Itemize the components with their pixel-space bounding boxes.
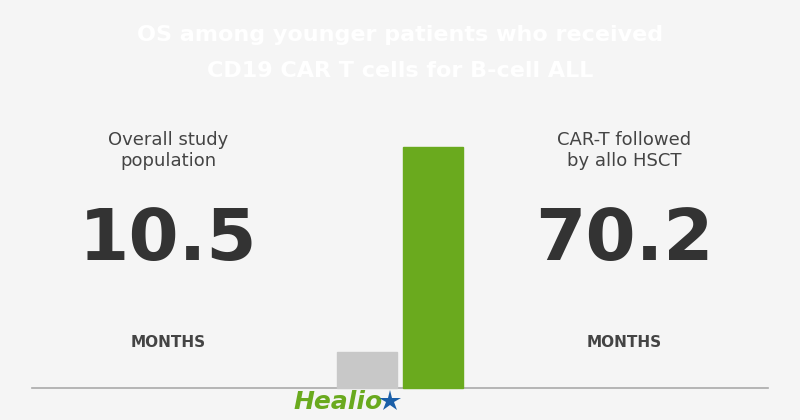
Text: 10.5: 10.5 xyxy=(78,205,258,275)
Bar xyxy=(337,352,397,388)
Text: MONTHS: MONTHS xyxy=(586,336,662,350)
Text: Overall study
population: Overall study population xyxy=(108,131,228,170)
Text: OS among younger patients who received: OS among younger patients who received xyxy=(137,24,663,45)
Text: CAR-T followed
by allo HSCT: CAR-T followed by allo HSCT xyxy=(557,131,691,170)
Text: 70.2: 70.2 xyxy=(534,205,714,275)
Bar xyxy=(403,147,463,388)
Text: CD19 CAR T cells for B-cell ALL: CD19 CAR T cells for B-cell ALL xyxy=(207,61,593,81)
Text: MONTHS: MONTHS xyxy=(130,336,206,350)
Text: Healio: Healio xyxy=(294,390,382,414)
